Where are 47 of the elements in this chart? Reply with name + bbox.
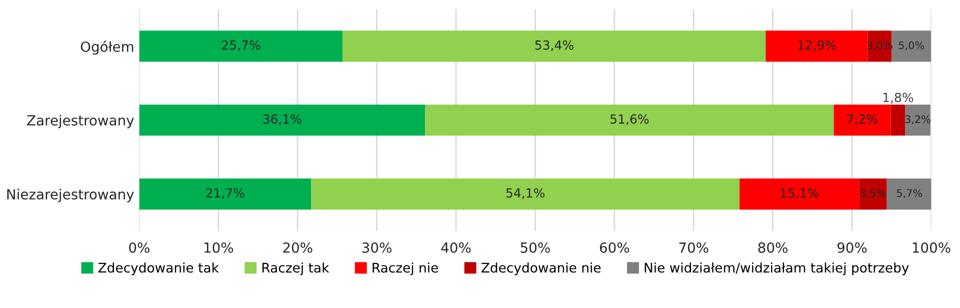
bar <box>886 178 932 210</box>
bar <box>342 30 766 62</box>
bar <box>425 104 834 136</box>
legend-label: Zdecydowanie nie <box>481 262 601 276</box>
data-label: 25,7% <box>222 40 260 52</box>
x-tick-label: 60% <box>600 242 630 253</box>
bar <box>139 104 426 136</box>
data-label: 5,0% <box>898 41 924 50</box>
bar <box>905 104 930 136</box>
bar <box>890 104 906 136</box>
y-tick-label: Zarejestrowany <box>27 114 134 128</box>
legend-label: Zdecydowanie tak <box>98 262 219 276</box>
x-tick-label: 30% <box>362 242 392 253</box>
bar <box>311 178 740 210</box>
legend-label: Raczej tak <box>262 262 330 276</box>
y-tick-label: Niezarejestrowany <box>7 188 134 202</box>
x-tick-label: 40% <box>441 242 471 253</box>
bar <box>139 30 343 62</box>
x-tick-label: 50% <box>520 242 550 253</box>
data-label: 54,1% <box>506 188 544 199</box>
legend-label: Raczej nie <box>372 262 438 276</box>
legend-label: Nie widziałem/widziałam takiej potrzeby <box>644 262 909 276</box>
x-tick-label: 10% <box>204 242 234 253</box>
bar <box>740 178 860 210</box>
data-label: 21,7% <box>206 188 244 199</box>
bar <box>859 178 887 210</box>
data-label: 12,9% <box>798 40 836 52</box>
data-label: 51,6% <box>610 114 649 126</box>
data-label: 1,8% <box>883 92 914 104</box>
x-tick-label: 90% <box>837 242 867 253</box>
x-tick-label: 80% <box>758 242 788 253</box>
x-tick-label: 20% <box>283 242 312 253</box>
data-label: 36,1% <box>263 114 302 126</box>
data-label: 15,1% <box>780 188 818 199</box>
data-label: 5,7% <box>896 189 922 198</box>
bar <box>892 30 932 62</box>
data-label: 3,5% <box>860 189 886 198</box>
x-tick-label: 0% <box>129 242 150 253</box>
bar <box>766 30 868 62</box>
data-label: 3,2% <box>905 115 930 124</box>
data-label: 7,2% <box>847 114 878 126</box>
y-tick-label: Ogółem <box>80 40 134 55</box>
bar <box>834 104 891 136</box>
x-tick-label: 100% <box>912 242 950 253</box>
bar <box>139 178 312 210</box>
x-tick-label: 70% <box>679 242 708 253</box>
data-label: 53,4% <box>535 40 574 52</box>
